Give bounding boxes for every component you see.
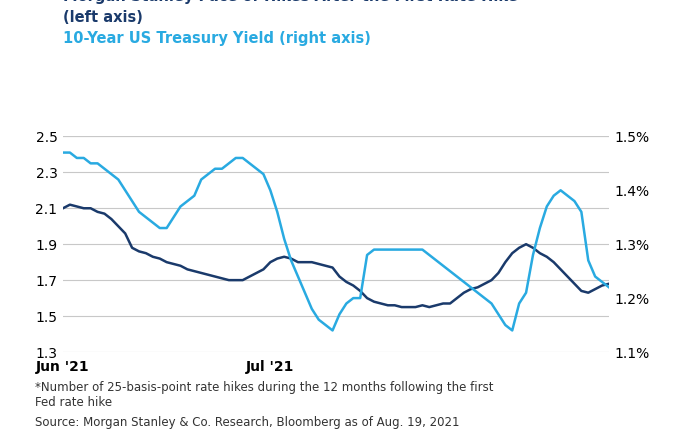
Text: 10-Year US Treasury Yield (right axis): 10-Year US Treasury Yield (right axis)	[63, 31, 371, 46]
Text: Source: Morgan Stanley & Co. Research, Bloomberg as of Aug. 19, 2021: Source: Morgan Stanley & Co. Research, B…	[35, 416, 459, 429]
Text: (left axis): (left axis)	[63, 10, 143, 25]
Text: Morgan Stanley Pace of Hikes After the First Rate Hike*: Morgan Stanley Pace of Hikes After the F…	[63, 0, 526, 4]
Text: *Number of 25-basis-point rate hikes during the 12 months following the first
Fe: *Number of 25-basis-point rate hikes dur…	[35, 381, 493, 409]
